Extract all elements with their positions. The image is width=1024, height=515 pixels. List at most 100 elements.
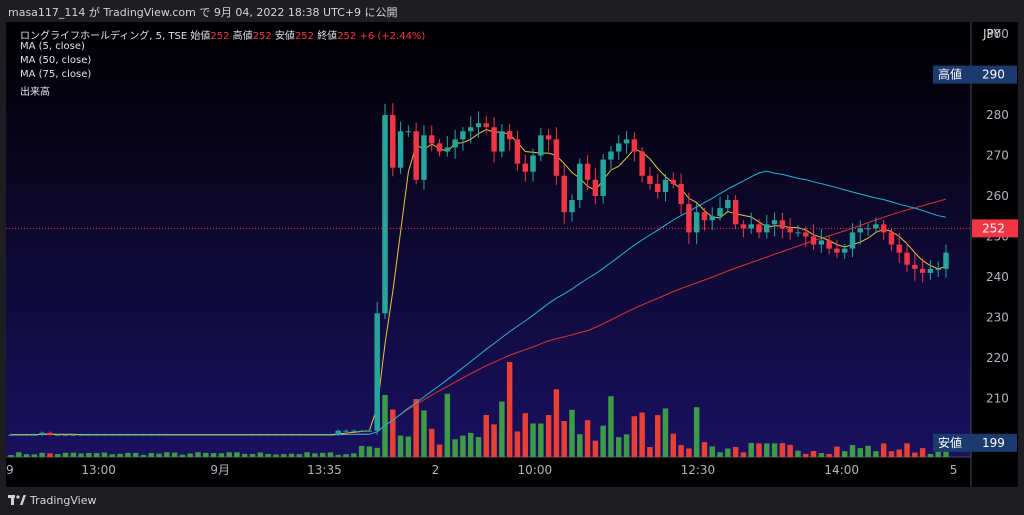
- volume-bar: [545, 415, 552, 457]
- volume-bar: [616, 437, 622, 457]
- volume-bar: [436, 444, 443, 457]
- volume-bar: [693, 407, 700, 457]
- time-tick-label: 12:30: [681, 463, 716, 477]
- volume-bar: [304, 452, 310, 457]
- candle-body: [810, 236, 817, 245]
- candle-body: [397, 131, 404, 168]
- candle-body: [647, 175, 653, 184]
- volume-bar: [896, 449, 902, 457]
- volume-bar: [327, 452, 334, 457]
- candle-body: [343, 430, 349, 432]
- volume-bar: [756, 443, 762, 457]
- volume-bar: [483, 415, 490, 457]
- volume-bar: [179, 454, 186, 457]
- ma50-legend[interactable]: MA (50, close): [20, 55, 92, 66]
- volume-bar: [912, 452, 918, 457]
- candle-body: [288, 434, 295, 436]
- low-marker: [933, 433, 1017, 452]
- chart-frame[interactable]: 210220230240250260270280290300JPY高値29025…: [6, 22, 1018, 487]
- volume-bar: [62, 452, 69, 457]
- ma75-legend[interactable]: MA (75, close): [20, 69, 92, 80]
- candle-body: [904, 252, 910, 265]
- volume-legend[interactable]: 出来高: [20, 87, 50, 98]
- volume-bar: [725, 448, 731, 457]
- volume-bar: [55, 454, 61, 457]
- candle-body: [826, 240, 832, 249]
- candle-body: [171, 434, 178, 436]
- volume-bar: [709, 446, 715, 457]
- candle-body: [226, 434, 232, 436]
- volume-bar: [109, 454, 116, 457]
- volume-bar: [249, 453, 256, 457]
- low-value: 252: [294, 31, 314, 42]
- candle-body: [351, 430, 357, 432]
- ma5-legend[interactable]: MA (5, close): [20, 41, 85, 52]
- candle-body: [530, 155, 536, 172]
- candle-body: [78, 434, 84, 436]
- volume-bar: [732, 446, 739, 457]
- volume-bar: [880, 443, 887, 457]
- candle-body: [31, 434, 38, 436]
- volume-bar: [273, 454, 279, 457]
- candle-body: [296, 434, 303, 436]
- volume-bar: [257, 452, 264, 457]
- volume-bar: [530, 423, 536, 457]
- volume-bar: [834, 446, 840, 457]
- candle-body: [187, 434, 193, 436]
- volume-bar: [841, 451, 848, 457]
- candle-body: [109, 434, 116, 436]
- candle-body: [616, 143, 622, 152]
- candle-body: [764, 224, 770, 233]
- volume-bar: [413, 399, 419, 457]
- candle-body: [16, 434, 22, 436]
- volume-bar: [117, 453, 123, 457]
- time-tick-label: 10:00: [518, 463, 553, 477]
- candle-body: [545, 135, 552, 140]
- candle-body: [444, 147, 451, 152]
- time-tick-label: 9月: [210, 463, 230, 477]
- volume-bar: [101, 452, 108, 457]
- candle-body: [467, 127, 474, 132]
- candle-body: [569, 200, 575, 213]
- price-chart[interactable]: 210220230240250260270280290300JPY高値29025…: [6, 22, 1018, 487]
- candle-body: [912, 264, 918, 269]
- volume-bar: [670, 433, 677, 457]
- candle-body: [421, 135, 427, 180]
- volume-bar: [717, 452, 723, 457]
- candle-body: [429, 135, 435, 144]
- volume-bar: [647, 447, 653, 457]
- volume-bar: [460, 435, 466, 457]
- candle-body: [132, 434, 139, 436]
- volume-bar: [584, 420, 591, 457]
- tradingview-logo[interactable]: TradingView: [8, 494, 96, 507]
- candle-body: [701, 212, 708, 221]
- price-tick-label: 220: [986, 351, 1009, 365]
- candle-body: [436, 143, 443, 152]
- time-tick-label: 2: [432, 463, 440, 477]
- volume-bar: [288, 453, 295, 457]
- volume-bar: [623, 434, 630, 457]
- volume-bar: [631, 416, 638, 457]
- volume-bar: [553, 389, 560, 457]
- candle-body: [639, 151, 645, 176]
- candle-body: [787, 228, 793, 233]
- candle-body: [491, 127, 497, 152]
- time-tick-label: 14:00: [824, 463, 859, 477]
- candle-body: [164, 434, 170, 436]
- candle-body: [304, 434, 310, 436]
- candle-body: [857, 228, 864, 233]
- publish-info: masa117_114 が TradingView.com で 9月 04, 2…: [8, 6, 398, 19]
- time-tick-label: 5: [950, 463, 958, 477]
- candle-body: [55, 434, 61, 436]
- candle-body: [935, 268, 941, 270]
- price-tick-label: 300: [986, 27, 1009, 41]
- volume-bar: [865, 445, 871, 457]
- volume-bar: [312, 453, 318, 457]
- currency-label: JPY: [982, 27, 1002, 41]
- volume-bar: [280, 454, 287, 457]
- candle-body: [631, 139, 638, 152]
- candle-body: [358, 430, 365, 432]
- open-label: 始値: [190, 31, 211, 42]
- volume-bar: [654, 415, 661, 457]
- candle-body: [600, 159, 606, 196]
